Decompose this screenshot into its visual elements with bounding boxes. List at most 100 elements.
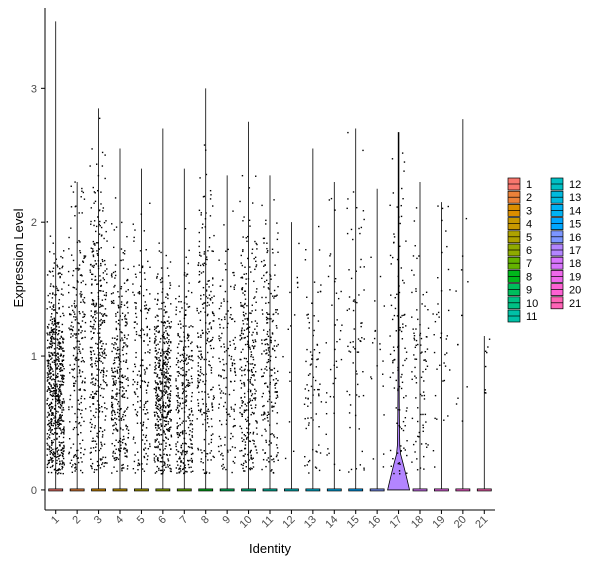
data-point xyxy=(169,357,171,359)
data-point xyxy=(178,468,180,470)
data-point xyxy=(134,381,136,383)
data-point xyxy=(83,198,86,200)
data-point xyxy=(166,334,169,336)
data-point xyxy=(218,384,220,387)
data-point xyxy=(105,220,107,222)
data-point xyxy=(162,429,164,432)
data-point xyxy=(103,356,105,359)
data-point xyxy=(202,263,204,265)
data-point xyxy=(59,403,62,406)
data-point xyxy=(165,341,168,343)
data-point xyxy=(197,449,200,451)
data-point xyxy=(46,399,48,401)
data-point xyxy=(363,266,365,268)
data-point xyxy=(191,460,193,463)
data-point xyxy=(221,332,223,335)
data-point xyxy=(73,347,75,349)
data-point xyxy=(272,319,274,322)
data-point xyxy=(115,352,118,355)
data-point xyxy=(97,465,99,467)
data-point xyxy=(101,351,103,354)
data-point xyxy=(240,332,243,334)
data-point xyxy=(251,345,254,347)
data-point xyxy=(162,406,165,409)
data-point xyxy=(399,245,401,248)
data-point xyxy=(223,363,225,366)
data-point xyxy=(419,467,422,469)
data-point xyxy=(239,334,241,337)
data-point xyxy=(115,393,117,395)
data-point xyxy=(252,366,255,369)
data-point xyxy=(382,373,384,375)
data-point xyxy=(181,453,183,455)
data-point xyxy=(90,353,93,356)
data-point xyxy=(97,216,99,218)
data-point xyxy=(272,348,274,351)
data-point xyxy=(250,404,252,407)
data-point xyxy=(50,327,53,329)
data-point xyxy=(243,409,246,411)
data-point xyxy=(249,389,252,392)
data-point xyxy=(61,460,63,462)
data-point xyxy=(306,348,308,351)
data-point xyxy=(426,348,429,350)
data-point xyxy=(220,337,222,339)
data-point xyxy=(93,220,96,222)
data-point xyxy=(419,332,422,335)
data-point xyxy=(99,341,101,344)
data-point xyxy=(239,379,242,382)
data-point xyxy=(97,332,99,334)
data-point xyxy=(265,439,267,442)
data-point xyxy=(50,358,52,361)
data-point xyxy=(170,341,172,344)
data-point xyxy=(164,425,166,428)
data-point xyxy=(186,450,188,453)
data-point xyxy=(105,230,107,233)
data-point xyxy=(154,461,156,463)
data-point xyxy=(96,250,98,252)
data-point xyxy=(59,454,61,456)
data-point xyxy=(80,274,83,276)
data-point xyxy=(217,445,220,448)
data-point xyxy=(160,308,162,310)
data-point xyxy=(154,441,156,443)
data-point xyxy=(147,448,150,450)
data-point xyxy=(253,375,255,377)
data-point xyxy=(176,399,179,402)
data-point xyxy=(145,317,147,320)
data-point xyxy=(90,292,93,294)
data-point xyxy=(105,294,107,297)
data-point xyxy=(182,449,184,452)
data-point xyxy=(242,250,244,253)
data-point xyxy=(125,318,128,320)
data-point xyxy=(213,320,215,322)
data-point xyxy=(142,423,145,426)
data-point xyxy=(60,393,62,395)
data-point xyxy=(74,462,76,465)
data-point xyxy=(114,413,116,416)
data-point xyxy=(135,306,137,308)
data-point xyxy=(71,368,73,371)
data-point xyxy=(56,368,59,370)
data-point xyxy=(163,373,165,375)
data-point xyxy=(140,309,142,312)
data-point xyxy=(234,370,236,373)
data-point xyxy=(99,467,102,469)
data-point xyxy=(243,273,245,276)
data-point xyxy=(75,333,77,335)
data-point xyxy=(190,407,193,410)
data-point xyxy=(81,357,84,359)
data-point xyxy=(49,459,51,461)
data-point xyxy=(255,449,258,451)
data-point xyxy=(187,384,189,386)
data-point xyxy=(268,288,270,290)
data-point xyxy=(99,312,101,314)
data-point xyxy=(153,372,156,374)
data-point xyxy=(268,390,270,393)
data-point xyxy=(69,372,71,374)
data-point xyxy=(83,313,85,315)
data-point xyxy=(190,466,192,468)
data-point xyxy=(348,269,350,271)
data-point xyxy=(161,291,163,293)
violin-6 xyxy=(155,488,171,492)
